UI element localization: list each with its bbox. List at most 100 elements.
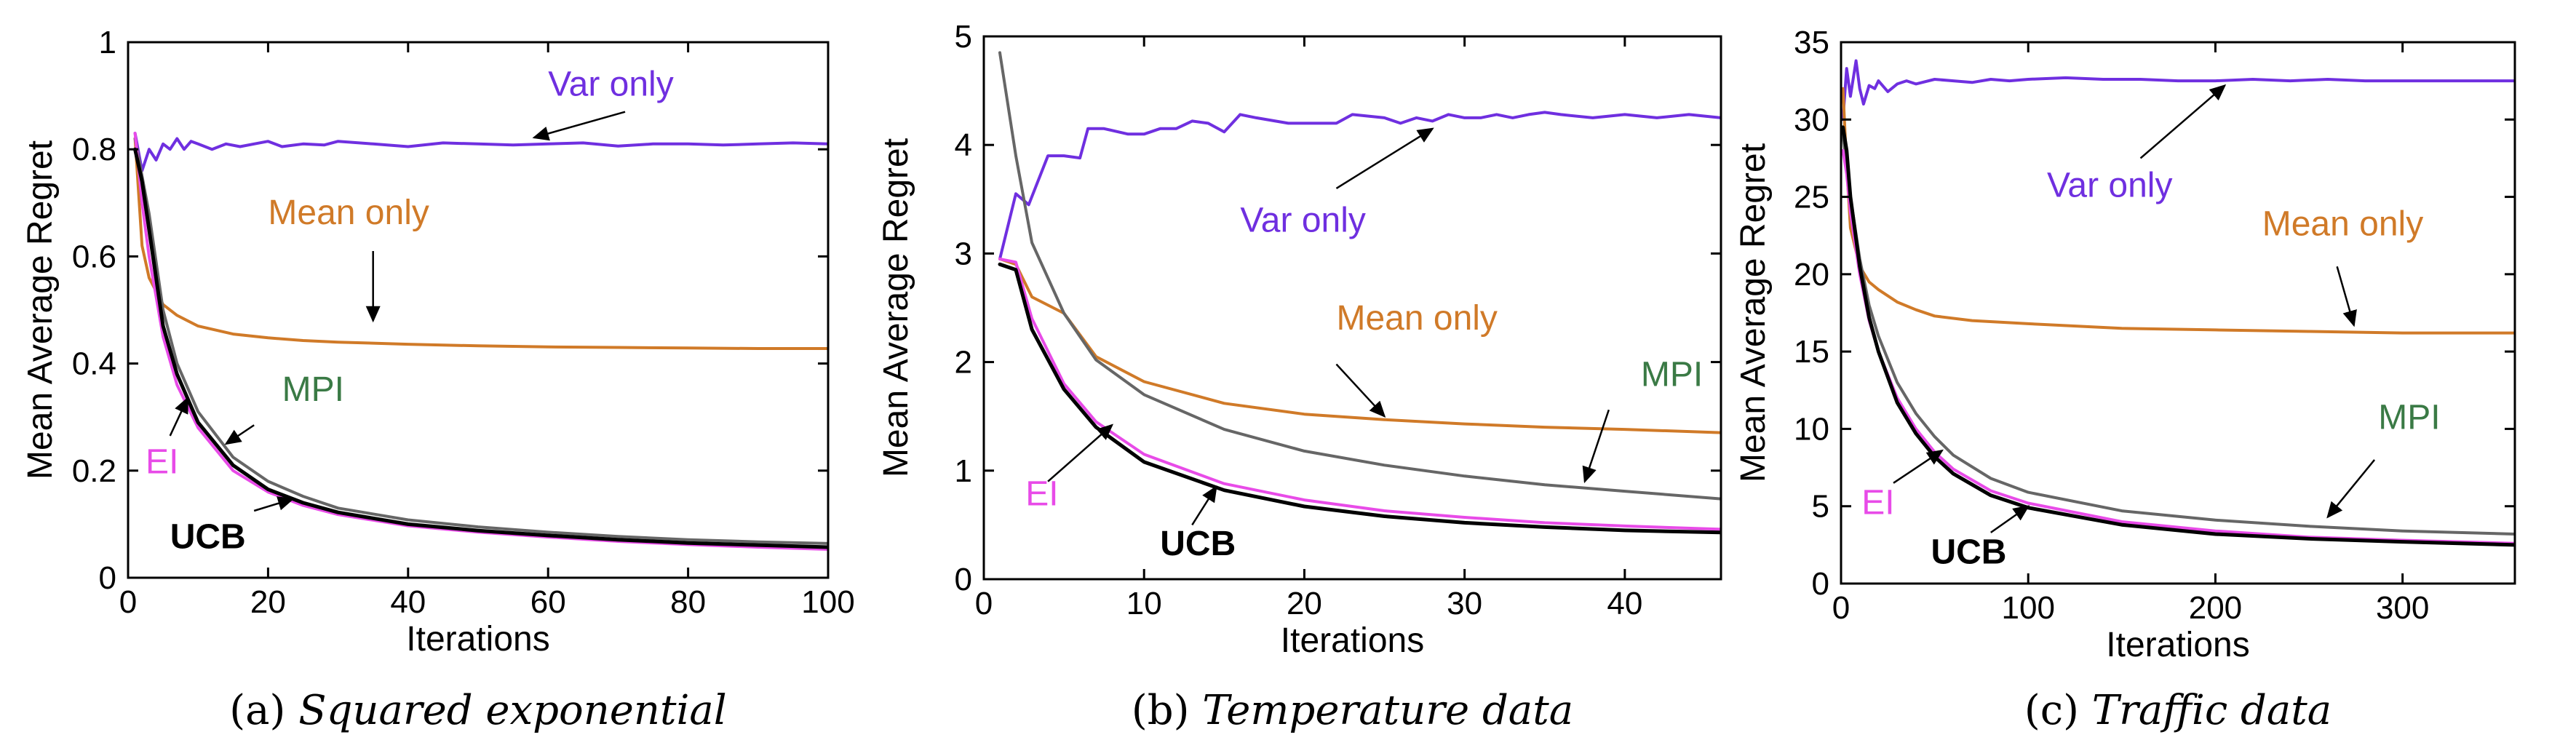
annotation-arrow bbox=[1582, 409, 1610, 484]
series-line-mean bbox=[133, 137, 828, 350]
series-line-mpi bbox=[133, 137, 828, 545]
annotation-label: MPI bbox=[1641, 355, 1703, 394]
annotation-label: EI bbox=[1025, 475, 1058, 514]
series-line-ei bbox=[998, 257, 1721, 531]
y-tick-label: 0.2 bbox=[72, 453, 116, 489]
series-line-mpi bbox=[1841, 133, 2515, 536]
chart-panel-a: 0 20 40 60 80 100 0 0.2 0.4 0.6 0.8 1 Iterations Mean… bbox=[21, 25, 855, 734]
annotation-arrow bbox=[1990, 505, 2030, 533]
x-tick-label: 0 bbox=[119, 584, 137, 620]
x-tick-label: 20 bbox=[1287, 586, 1322, 621]
y-tick-label: 30 bbox=[1794, 102, 1829, 138]
annotation-arrow bbox=[2326, 459, 2376, 519]
annotation-label: Var only bbox=[548, 65, 674, 104]
y-tick-label: 2 bbox=[955, 345, 972, 381]
x-tick-label: 300 bbox=[2376, 590, 2429, 626]
x-tick-label: 0 bbox=[975, 586, 993, 621]
y-tick-label: 4 bbox=[955, 127, 972, 163]
y-tick-label: 0.6 bbox=[72, 239, 116, 274]
series-line-mean bbox=[998, 257, 1721, 434]
annotation-label: UCB bbox=[1160, 525, 1236, 563]
x-axis-label: Iterations bbox=[1281, 621, 1424, 660]
y-tick-label: 15 bbox=[1794, 334, 1829, 370]
annotation-label: EI bbox=[1861, 483, 1894, 522]
series-line-var bbox=[998, 111, 1721, 260]
annotation-arrow bbox=[1191, 485, 1217, 526]
annotation-arrow bbox=[532, 111, 626, 141]
y-tick-label: 20 bbox=[1794, 257, 1829, 293]
x-tick-label: 60 bbox=[530, 584, 566, 620]
annotation-label: Mean only bbox=[268, 194, 429, 232]
y-tick-label: 10 bbox=[1794, 411, 1829, 447]
series-line-ucb bbox=[998, 262, 1721, 535]
caption-space bbox=[2079, 687, 2092, 734]
y-tick-label: 3 bbox=[955, 236, 972, 271]
y-tick-label: 5 bbox=[1812, 489, 1829, 525]
x-tick-label: 40 bbox=[390, 584, 426, 620]
caption-space bbox=[1189, 687, 1202, 734]
y-tick-label: 0.4 bbox=[72, 346, 116, 382]
series-group bbox=[1841, 59, 2515, 547]
y-axis-label: Mean Average Regret bbox=[877, 138, 915, 477]
y-axis-label: Mean Average Regret bbox=[1734, 143, 1773, 482]
caption-space bbox=[285, 687, 298, 734]
annotation-arrow bbox=[2139, 84, 2227, 159]
caption-prefix: (c) bbox=[2024, 687, 2079, 734]
y-tick-label: 0 bbox=[99, 560, 116, 596]
series-line-var bbox=[1841, 59, 2515, 122]
annotation-arrow bbox=[2336, 266, 2357, 327]
series-line-mpi bbox=[998, 51, 1721, 501]
chart-panel-b: 0 10 20 30 40 0 1 2 3 4 5 Iterations Mean Average Re… bbox=[877, 19, 1722, 734]
annotation-label: Var only bbox=[1240, 202, 1366, 240]
plot-frame bbox=[1840, 41, 2516, 585]
y-tick-label: 0 bbox=[1812, 566, 1829, 602]
x-tick-label: 20 bbox=[250, 584, 286, 620]
x-tick-label: 30 bbox=[1447, 586, 1482, 621]
annotation-label: Mean only bbox=[1336, 299, 1497, 338]
annotation-label: UCB bbox=[170, 518, 246, 557]
chart-panel-c: 0 100 200 300 0 5 10 15 20 25 30 35 Iterations Mean A… bbox=[1734, 25, 2516, 734]
x-tick-label: 100 bbox=[2002, 590, 2055, 626]
annotation-arrow bbox=[224, 424, 255, 445]
series-group bbox=[998, 51, 1721, 535]
y-tick-label: 1 bbox=[99, 25, 116, 60]
y-tick-label: 0.8 bbox=[72, 132, 116, 167]
x-tick-label: 100 bbox=[801, 584, 854, 620]
annotation-arrow bbox=[253, 496, 295, 512]
annotation-label: Var only bbox=[2047, 167, 2173, 205]
y-tick-label: 0 bbox=[955, 562, 972, 597]
y-axis-label: Mean Average Regret bbox=[21, 140, 60, 480]
y-tick-label: 1 bbox=[955, 453, 972, 489]
series-line-ei bbox=[133, 132, 828, 551]
x-axis-label: Iterations bbox=[406, 620, 549, 659]
annotation-arrow bbox=[1335, 127, 1434, 189]
annotation-arrow bbox=[1335, 363, 1386, 418]
figure-caption: (a) Squared exponential bbox=[229, 687, 726, 734]
annotation-label: EI bbox=[146, 442, 178, 481]
caption-text: Squared exponential bbox=[298, 687, 727, 734]
figure-caption: (c) Traffic data bbox=[2024, 687, 2331, 734]
series-line-ucb bbox=[133, 147, 828, 549]
annotation-label: UCB bbox=[1931, 533, 2006, 571]
y-tick-label: 25 bbox=[1794, 180, 1829, 215]
plot-frame bbox=[127, 41, 830, 579]
caption-prefix: (b) bbox=[1132, 687, 1190, 734]
x-tick-label: 200 bbox=[2189, 590, 2242, 626]
y-tick-label: 35 bbox=[1794, 25, 1829, 60]
caption-text: Traffic data bbox=[2092, 687, 2331, 734]
x-axis-label: Iterations bbox=[2106, 626, 2249, 664]
y-tick-label: 5 bbox=[955, 19, 972, 55]
x-tick-label: 80 bbox=[670, 584, 706, 620]
annotation-label: Mean only bbox=[2262, 205, 2423, 244]
caption-text: Temperature data bbox=[1202, 687, 1573, 734]
annotation-label: MPI bbox=[282, 370, 344, 409]
x-tick-label: 40 bbox=[1607, 586, 1642, 621]
plot-frame bbox=[982, 35, 1722, 581]
annotation-arrow bbox=[1047, 423, 1114, 482]
series-line-ucb bbox=[1841, 125, 2515, 547]
x-tick-label: 10 bbox=[1126, 586, 1162, 621]
x-tick-label: 0 bbox=[1832, 590, 1850, 626]
series-line-var bbox=[133, 132, 828, 172]
caption-prefix: (a) bbox=[229, 687, 285, 734]
